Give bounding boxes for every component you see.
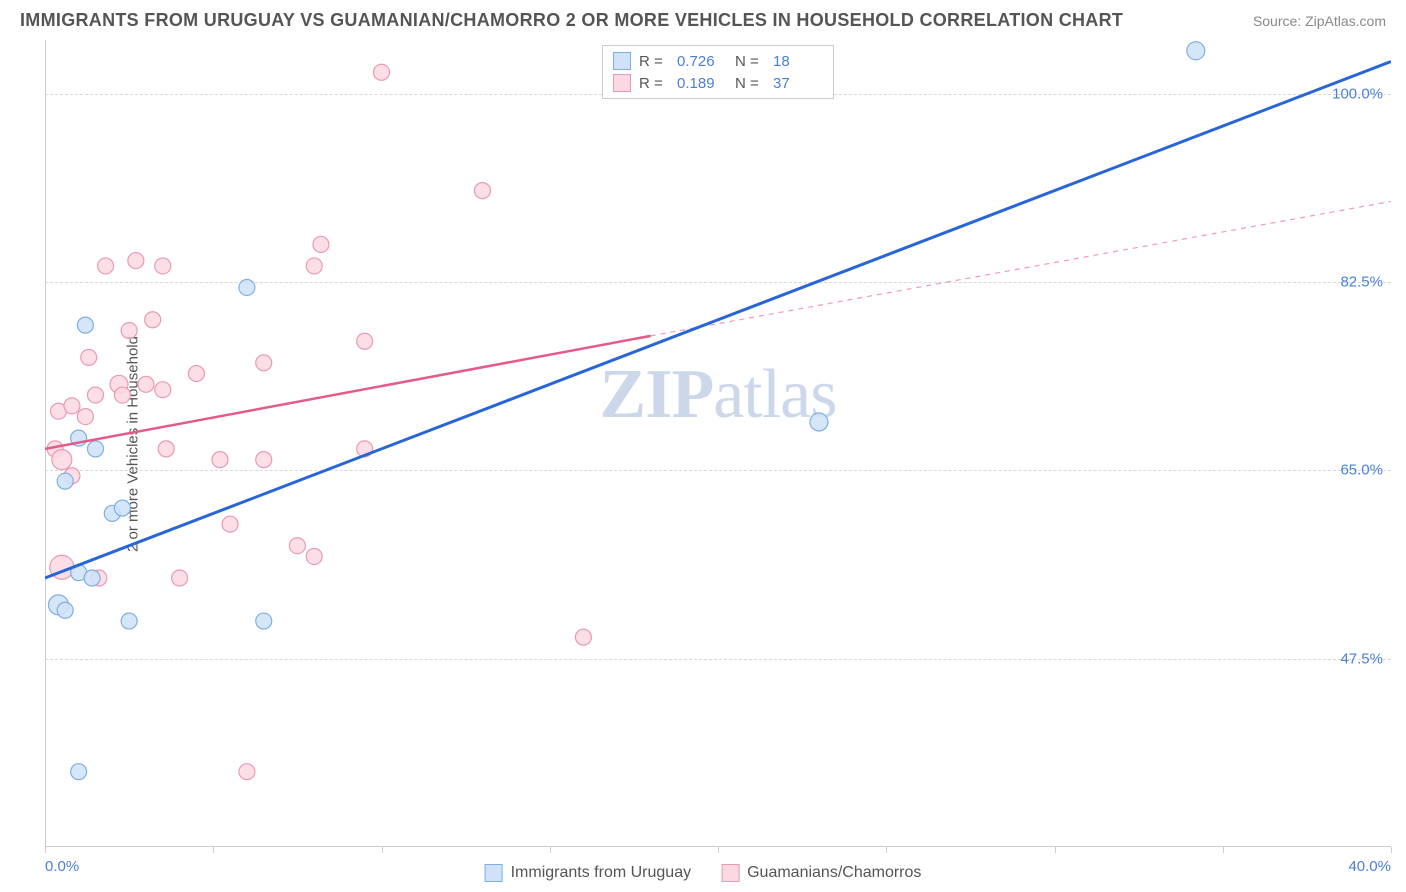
x-tick-mark [718,847,719,853]
data-point [158,441,174,457]
data-point [1187,42,1205,60]
data-point [155,258,171,274]
regression-line-guamanian [45,336,651,449]
regression-line-guamanian-dashed [651,201,1391,336]
data-point [155,382,171,398]
data-point [57,602,73,618]
stats-row-guamanian: R = 0.189 N = 37 [613,72,823,94]
data-point [87,387,103,403]
series-legend: Immigrants from Uruguay Guamanians/Chamo… [485,864,922,882]
data-point [239,279,255,295]
data-point [121,323,137,339]
data-point [172,570,188,586]
swatch-guamanian [613,74,631,92]
data-point [84,570,100,586]
data-point [87,441,103,457]
x-tick-mark [1391,847,1392,853]
n-value-uruguay: 18 [773,53,823,70]
stats-legend: R = 0.726 N = 18 R = 0.189 N = 37 [602,45,834,99]
chart-svg [45,40,1391,847]
data-point [77,317,93,333]
data-point [138,376,154,392]
x-tick-mark [886,847,887,853]
data-point [575,629,591,645]
source-label: Source: ZipAtlas.com [1253,13,1386,29]
x-tick-mark [1055,847,1056,853]
legend-item-guamanian: Guamanians/Chamorros [721,864,921,882]
data-point [188,366,204,382]
legend-label-uruguay: Immigrants from Uruguay [511,864,692,882]
swatch-guamanian [721,864,739,882]
data-point [212,452,228,468]
plot-region: ZIPatlas R = 0.726 N = 18 R = 0.189 N = … [45,40,1391,847]
data-point [374,64,390,80]
swatch-uruguay [613,52,631,70]
chart-area: 2 or more Vehicles in Household ZIPatlas… [45,40,1391,847]
data-point [121,613,137,629]
r-value-uruguay: 0.726 [677,53,727,70]
data-point [289,538,305,554]
data-point [57,473,73,489]
chart-title: IMMIGRANTS FROM URUGUAY VS GUAMANIAN/CHA… [20,10,1123,31]
data-point [98,258,114,274]
data-point [256,613,272,629]
regression-line-uruguay [45,62,1391,578]
data-point [77,409,93,425]
x-tick-mark [382,847,383,853]
data-point [222,516,238,532]
data-point [81,349,97,365]
data-point [810,413,828,431]
r-label: R = [639,75,669,92]
data-point [71,764,87,780]
data-point [52,450,72,470]
x-tick-mark [213,847,214,853]
x-tick-mark [550,847,551,853]
data-point [64,398,80,414]
n-value-guamanian: 37 [773,75,823,92]
x-tick-right: 40.0% [1348,858,1391,875]
n-label: N = [735,53,765,70]
x-tick-mark [45,847,46,853]
data-point [474,183,490,199]
x-tick-mark [1223,847,1224,853]
n-label: N = [735,75,765,92]
legend-item-uruguay: Immigrants from Uruguay [485,864,692,882]
data-point [313,236,329,252]
r-label: R = [639,53,669,70]
swatch-uruguay [485,864,503,882]
data-point [256,355,272,371]
data-point [306,548,322,564]
data-point [114,387,130,403]
legend-label-guamanian: Guamanians/Chamorros [747,864,921,882]
r-value-guamanian: 0.189 [677,75,727,92]
data-point [239,764,255,780]
data-point [114,500,130,516]
data-point [256,452,272,468]
x-tick-left: 0.0% [45,858,79,875]
data-point [357,333,373,349]
data-point [306,258,322,274]
data-point [145,312,161,328]
stats-row-uruguay: R = 0.726 N = 18 [613,50,823,72]
data-point [128,253,144,269]
